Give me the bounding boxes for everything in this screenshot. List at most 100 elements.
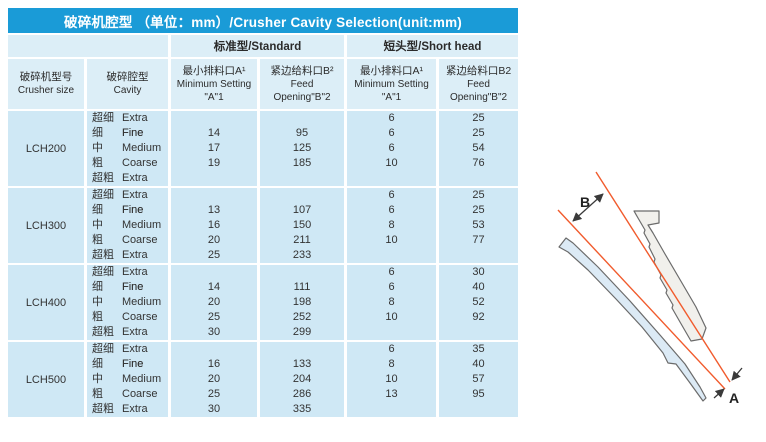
value-sh_a: 6 (388, 127, 395, 139)
value-cell-sh_a: 6 6 8 10 (347, 188, 437, 263)
value-std_a: 16 (207, 219, 221, 231)
cavity-label-zh: 中 (92, 373, 103, 385)
value-cell-std_a: 14 20 25 30 (171, 265, 257, 340)
value-std_b: 211 (293, 234, 311, 246)
col-header-sh-feed-opening-zh: 紧边给料口B2 (445, 64, 512, 77)
value-sh_b: 53 (472, 219, 485, 231)
value-std_b: 185 (292, 157, 312, 169)
value-cell-std_b: 107 150 211 233 (260, 188, 345, 263)
value-sh_b: 25 (472, 189, 485, 201)
value-sh_b: 92 (472, 311, 485, 323)
cavity-row: 粗 Coarse (87, 233, 168, 248)
value-cell-std_a: 13 16 20 25 (171, 188, 257, 263)
value-sh_b: 25 (472, 127, 485, 139)
value-sh_b: 54 (472, 142, 485, 154)
value-std_a: 25 (207, 388, 221, 400)
col-header-std-min-setting-en1: Minimum Setting (176, 78, 252, 90)
value-sh_a: 6 (388, 343, 395, 355)
value-sh_a: 8 (388, 358, 395, 370)
table-title: 破碎机腔型 （单位：mm）/Crusher Cavity Selection(u… (64, 14, 462, 30)
cavity-row: 细 Fine (87, 203, 168, 218)
group-header-blank (8, 35, 168, 57)
value-sh_a: 10 (385, 157, 398, 169)
cavity-cell: 超细 Extra Fine 细 Fine 中 Medium 粗 Coarse 超粗 Extra C… (87, 188, 168, 263)
value-cell-sh_a: 6 6 6 10 (347, 111, 437, 186)
crusher-cavity-table-area: 破碎机腔型 （单位：mm）/Crusher Cavity Selection(u… (8, 8, 519, 419)
value-std_a: 20 (207, 296, 221, 308)
value-sh_b: 35 (472, 343, 485, 355)
value-cell-std_a: 14 17 19 (171, 111, 257, 186)
value-std_a: 20 (207, 373, 221, 385)
col-header-crusher-size-zh: 破碎机型号 (19, 71, 73, 83)
value-sh_a: 10 (385, 311, 398, 323)
cavity-label-en: Extra Fine (122, 343, 148, 370)
value-std_b: 299 (292, 326, 312, 338)
value-sh_b: 52 (472, 296, 485, 308)
cavity-label-en: Medium (122, 373, 162, 385)
value-cell-sh_b: 35 40 57 95 (439, 342, 519, 417)
value-std_b: 252 (292, 311, 312, 323)
value-sh_a: 6 (388, 142, 395, 154)
col-header-sh-feed-opening-en1: Feed (467, 78, 490, 90)
col-header-std-feed-opening-zh: 紧边给料口B² (270, 64, 334, 77)
measure-line-concave (595, 171, 731, 383)
crusher-model: LCH200 (8, 111, 84, 186)
cavity-label-zh: 粗 (92, 234, 103, 246)
cavity-row: 粗 Coarse (87, 387, 168, 402)
dimension-b-arrow (572, 193, 604, 222)
value-std_b: 335 (292, 403, 312, 415)
mantle-shape (558, 237, 707, 402)
value-cell-sh_b: 30 40 52 92 (439, 265, 519, 340)
cavity-label-en: Extra Fine (122, 266, 148, 293)
cavity-label-zh: 细 (92, 281, 103, 293)
value-std_a (171, 188, 257, 203)
value-cell-sh_a: 6 8 10 13 (347, 342, 437, 417)
value-cell-std_b: 111 198 252 299 (260, 265, 345, 340)
cavity-row: 粗 Coarse (87, 310, 168, 325)
value-cell-sh_a: 6 6 8 10 (347, 265, 437, 340)
col-header-cavity: 破碎腔型 Cavity (87, 59, 168, 109)
col-header-sh-feed-opening-en2: Opening"B"2 (449, 91, 508, 103)
cavity-label-en: Fine (122, 204, 144, 216)
value-std_a: 25 (207, 249, 221, 261)
cavity-row: 超细 Extra Fine (87, 188, 168, 216)
cavity-label-zh: 细 (92, 204, 103, 216)
cavity-row: 中 Medium (87, 141, 168, 156)
value-std_b: 111 (293, 281, 311, 293)
value-std_b: 150 (292, 219, 312, 231)
col-header-cavity-zh: 破碎腔型 (106, 71, 149, 83)
value-sh_b: 40 (472, 281, 485, 293)
value-sh_b: 57 (472, 373, 485, 385)
col-header-cavity-en: Cavity (113, 85, 142, 96)
cavity-label-zh: 中 (92, 296, 103, 308)
cavity-label-en: Coarse (122, 388, 158, 400)
value-sh_b: 25 (472, 112, 485, 124)
value-cell-sh_b: 25 25 54 76 (439, 111, 519, 186)
value-sh_b: 25 (472, 204, 485, 216)
value-std_a: 30 (207, 326, 221, 338)
col-header-std-min-setting-zh: 最小排料口A¹ (182, 64, 246, 77)
cavity-row: 细 Fine (87, 280, 168, 295)
cavity-label-zh: 细 (92, 358, 103, 370)
crusher-model: LCH300 (8, 188, 84, 263)
cavity-label-en: Fine (122, 281, 144, 293)
value-sh_a: 8 (388, 219, 395, 231)
column-header-row: 破碎机型号 Crusher size 破碎腔型 Cavity 最小排料口A¹ M… (8, 59, 519, 109)
cavity-label-zh: 粗 (92, 157, 103, 169)
cavity-row: 超粗 Extra Coarse (87, 171, 168, 186)
value-std_a: 14 (207, 127, 221, 139)
cavity-label-en: Extra Coarse (122, 172, 148, 184)
value-std_b: 125 (292, 142, 312, 154)
cavity-row: 超粗 Extra Coarse (87, 402, 168, 417)
cavity-label-en: Extra Coarse (122, 249, 148, 261)
group-header-standard: 标准型/Standard (171, 35, 345, 57)
group-row-LCH400: LCH400 超细 Extra Fine 细 Fine 中 Medium 粗 Coarse 超粗 E… (8, 265, 519, 340)
value-std_a: 20 (207, 234, 221, 246)
cavity-label-en: Coarse (122, 311, 158, 323)
col-header-crusher-size-en: Crusher size (17, 85, 75, 96)
value-std_b: 286 (292, 388, 312, 400)
col-header-crusher-size: 破碎机型号 Crusher size (8, 59, 84, 109)
value-sh_b: 77 (472, 234, 485, 246)
cavity-row: 超细 Extra Fine (87, 265, 168, 293)
crusher-model: LCH500 (8, 342, 84, 417)
